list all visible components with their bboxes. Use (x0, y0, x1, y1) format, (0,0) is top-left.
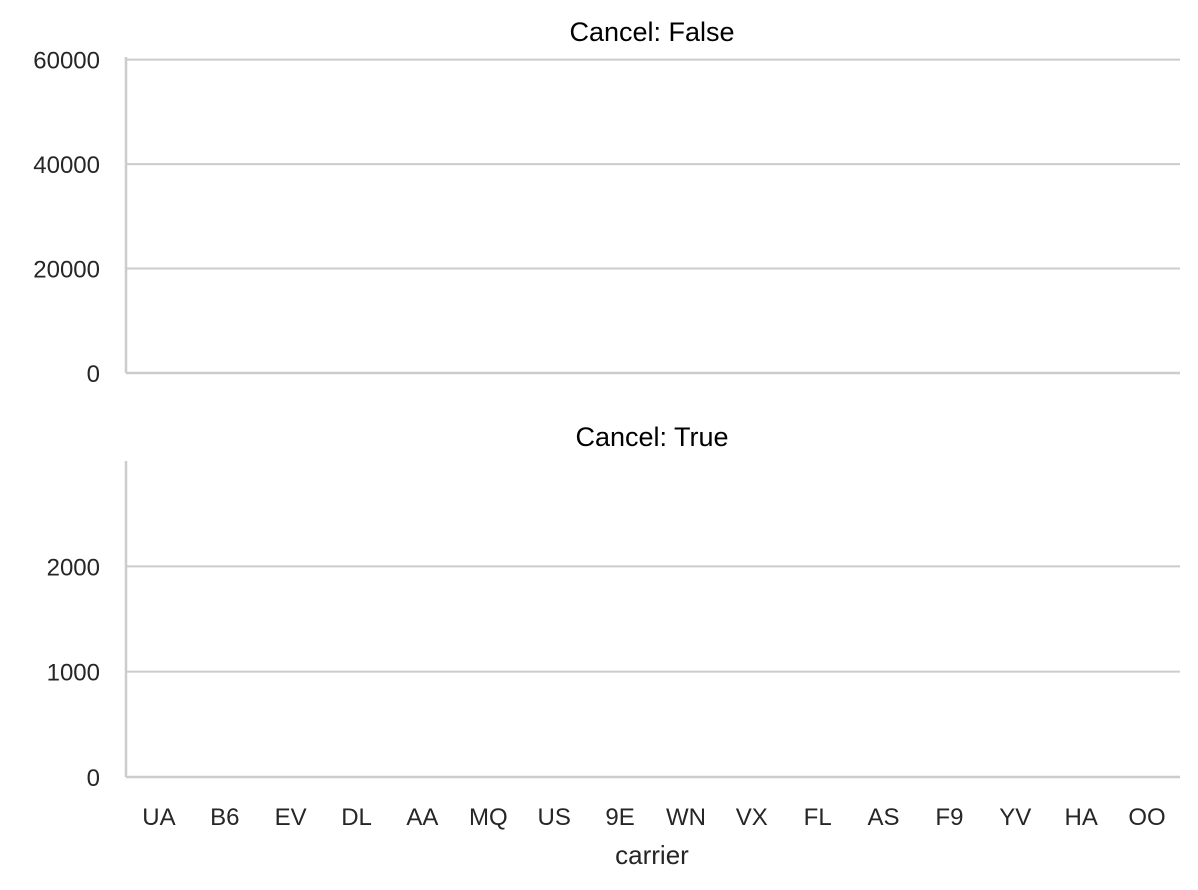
x-tick-label: UA (142, 804, 175, 831)
x-tick-label: MQ (469, 804, 508, 831)
x-tick-label: US (538, 804, 571, 831)
x-tick-label: AS (868, 804, 900, 831)
y-tick-label: 1000 (47, 660, 100, 687)
x-tick-label: DL (341, 804, 372, 831)
x-tick-label: OO (1128, 804, 1165, 831)
x-tick-label: EV (275, 804, 307, 831)
panel-title: Cancel: True (575, 422, 728, 452)
x-tick-label: 9E (605, 804, 634, 831)
y-tick-label: 0 (87, 361, 100, 388)
x-axis-label: carrier (615, 840, 689, 870)
x-tick-label: VX (736, 804, 768, 831)
panel-cancel-true: Cancel: True 0 1000 2000 (47, 422, 1180, 792)
y-tick-label: 2000 (47, 554, 100, 581)
y-tick-label: 0 (87, 765, 100, 792)
panel-title: Cancel: False (569, 17, 734, 47)
gridlines (126, 565, 1180, 673)
x-tick-label: B6 (210, 804, 239, 831)
x-tick-label: YV (999, 804, 1031, 831)
y-tick-label: 40000 (33, 152, 100, 179)
x-tick-label: HA (1065, 804, 1098, 831)
x-tick-label: WN (666, 804, 706, 831)
x-tick-label: FL (804, 804, 832, 831)
panel-cancel-false: Cancel: False 0 20000 40000 60000 (33, 17, 1180, 388)
y-tick-labels: 0 20000 40000 60000 (33, 48, 100, 388)
x-tick-label: AA (406, 804, 438, 831)
x-tick-label: F9 (935, 804, 963, 831)
gridlines (126, 58, 1180, 270)
y-tick-label: 60000 (33, 48, 100, 75)
y-tick-labels: 0 1000 2000 (47, 554, 100, 792)
y-tick-label: 20000 (33, 257, 100, 284)
x-tick-labels: UA B6 EV DL AA MQ US 9E WN VX FL AS F9 YV HA OO (142, 804, 1165, 831)
